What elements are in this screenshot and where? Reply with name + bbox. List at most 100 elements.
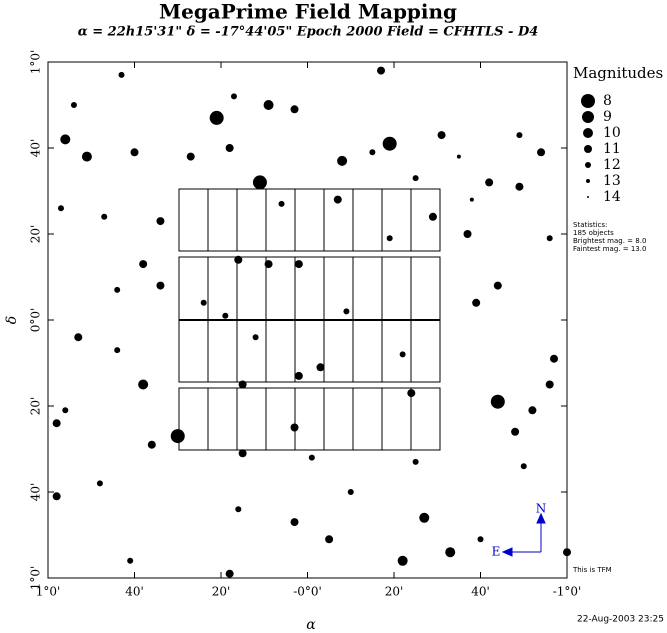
- compass: [501, 512, 546, 557]
- y-axis-label: δ: [4, 316, 20, 324]
- ccd: [178, 188, 209, 252]
- star: [200, 299, 207, 306]
- star: [238, 380, 247, 389]
- star: [290, 518, 299, 527]
- star: [537, 148, 546, 157]
- star: [511, 427, 520, 436]
- star: [252, 334, 259, 341]
- star: [147, 440, 156, 449]
- ccd: [265, 188, 296, 252]
- ccd: [352, 387, 383, 451]
- star: [170, 429, 185, 444]
- star: [369, 149, 376, 156]
- star: [263, 100, 274, 110]
- ccd: [410, 188, 441, 252]
- ccd: [265, 387, 296, 451]
- star: [81, 151, 92, 162]
- star: [130, 148, 139, 157]
- legend-label: 11: [603, 141, 621, 157]
- legend-label: 9: [603, 109, 612, 125]
- star: [382, 136, 397, 151]
- ccd: [207, 319, 238, 383]
- legend-label: 14: [603, 189, 621, 205]
- ccd: [352, 188, 383, 252]
- legend-dot: [583, 128, 593, 138]
- legend-label: 12: [603, 157, 621, 173]
- star: [520, 463, 527, 470]
- star: [343, 308, 350, 315]
- star: [397, 555, 408, 566]
- star: [62, 407, 69, 414]
- star: [515, 182, 524, 191]
- ccd: [178, 387, 209, 451]
- star: [419, 512, 430, 523]
- star: [399, 351, 406, 358]
- star: [456, 154, 461, 159]
- ccd: [178, 319, 209, 383]
- star: [74, 333, 83, 342]
- star: [52, 419, 61, 428]
- legend-title: Magnitudes: [573, 64, 663, 82]
- star: [225, 144, 234, 152]
- star: [469, 197, 474, 202]
- legend-dot: [585, 162, 591, 168]
- star: [60, 134, 71, 145]
- ccd: [381, 387, 412, 451]
- ccd: [294, 387, 325, 451]
- x-tick-label: 20': [212, 585, 231, 599]
- star: [407, 389, 416, 398]
- arrow-head: [501, 547, 513, 557]
- star: [325, 535, 334, 544]
- star: [235, 506, 242, 513]
- chart-title: MegaPrime Field Mapping: [159, 0, 457, 24]
- star: [528, 406, 537, 415]
- star: [114, 347, 121, 354]
- ccd: [207, 188, 238, 252]
- star: [290, 105, 299, 114]
- note: This is TFM: [572, 566, 612, 574]
- x-tick-label: -1°0': [553, 585, 582, 599]
- star: [209, 110, 224, 125]
- star: [114, 286, 121, 293]
- y-tick-label: 0°0': [29, 308, 43, 333]
- star: [437, 131, 446, 140]
- legend-dot: [582, 111, 594, 123]
- statistics: Brightest mag. = 8.0: [573, 237, 646, 245]
- star: [252, 175, 267, 190]
- y-tick-label: 40': [29, 483, 43, 502]
- compass-north: N: [536, 502, 547, 516]
- legend-dot: [581, 94, 595, 108]
- star: [546, 235, 553, 242]
- star: [278, 200, 285, 207]
- ccd: [178, 256, 209, 321]
- legend-dot: [587, 196, 589, 198]
- ccd: [352, 256, 383, 321]
- star: [222, 312, 229, 319]
- star: [308, 454, 315, 461]
- arrow-head: [536, 512, 546, 524]
- star: [238, 449, 247, 458]
- star: [57, 205, 64, 212]
- star: [290, 423, 299, 432]
- star: [386, 235, 393, 242]
- star: [485, 178, 494, 187]
- legend-dot: [586, 179, 590, 183]
- star: [127, 557, 134, 564]
- y-tick-label: 40': [29, 139, 43, 158]
- ccd: [207, 256, 238, 321]
- star: [412, 175, 419, 182]
- star: [156, 281, 165, 290]
- star: [347, 489, 354, 495]
- ccd: [323, 319, 354, 383]
- ccd: [207, 387, 238, 451]
- star: [316, 363, 325, 372]
- timestamp: 22-Aug-2003 23:25: [577, 615, 664, 625]
- star: [563, 548, 571, 557]
- x-tick-label: 20': [385, 585, 404, 599]
- ccd-mosaic: [178, 188, 441, 451]
- ccd: [236, 256, 267, 321]
- y-tick-label: 20': [29, 397, 43, 416]
- star: [70, 102, 77, 108]
- x-tick-label: 40': [125, 585, 144, 599]
